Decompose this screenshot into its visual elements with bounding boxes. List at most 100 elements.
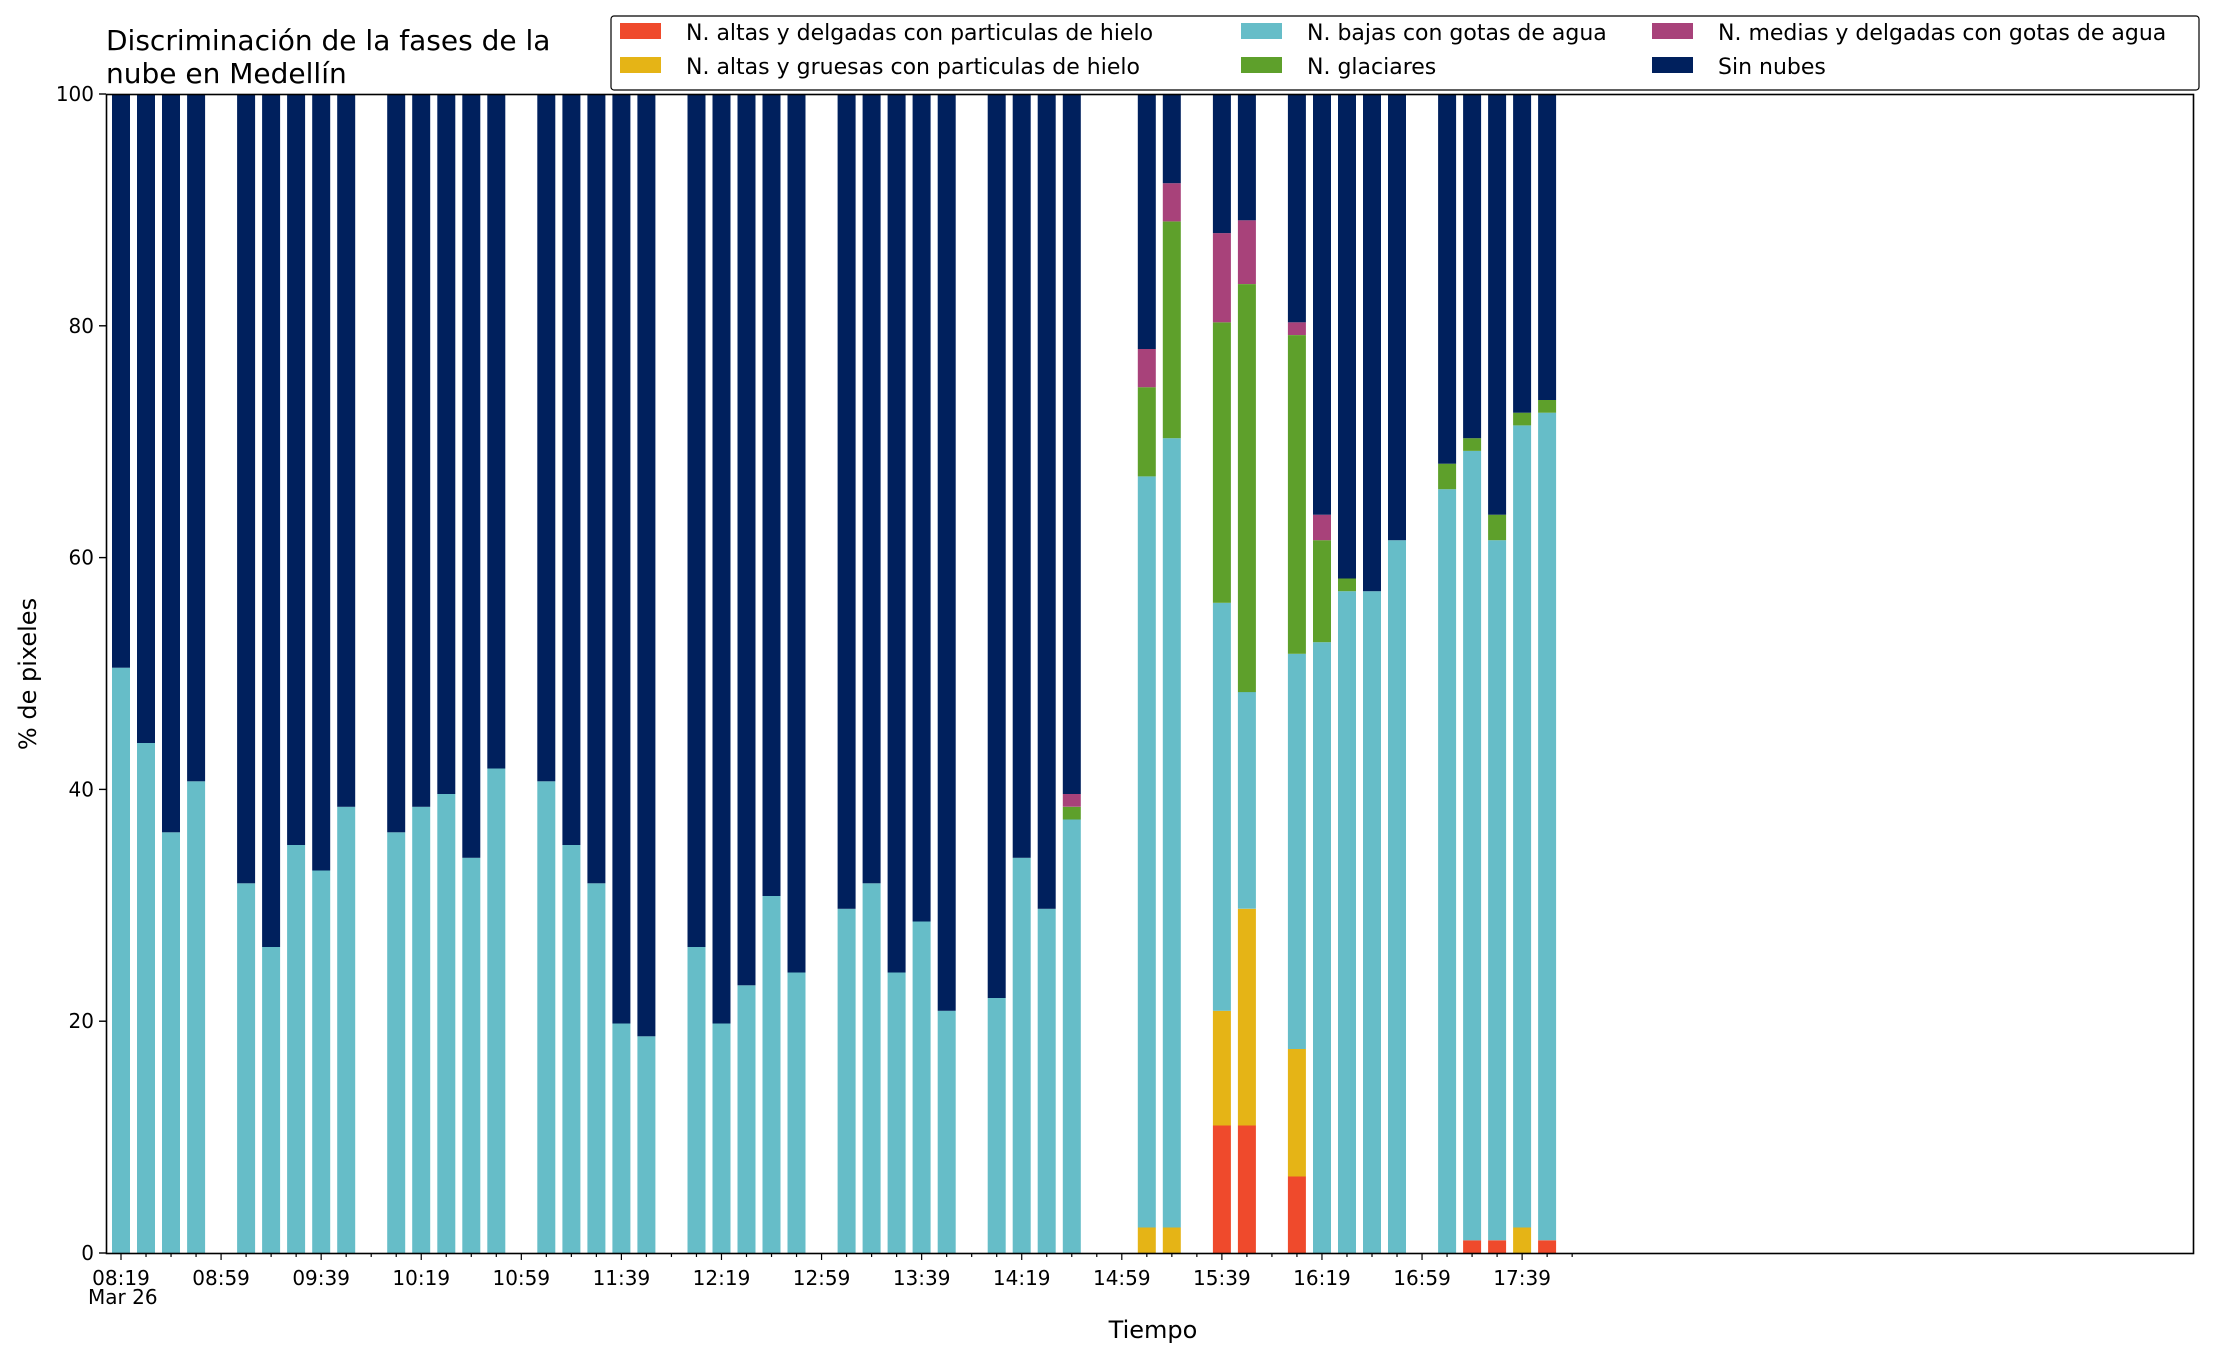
bar-segment-bajas_agua-25 — [862, 883, 881, 1253]
bar-segment-sin_nubes-42 — [1438, 94, 1457, 464]
bar-segment-sin_nubes-9 — [387, 94, 406, 833]
legend-label-altas_delgadas: N. altas y delgadas con particulas de hi… — [686, 21, 1153, 46]
bar-segment-sin_nubes-34 — [1162, 94, 1181, 184]
bar-segment-medias_delgadas-34 — [1162, 183, 1181, 222]
bar-segment-altas_delgadas-36 — [1237, 1125, 1256, 1253]
bar-segment-sin_nubes-31 — [1037, 94, 1056, 909]
bar-segment-bajas_agua-23 — [787, 972, 806, 1253]
bar-segment-glaciares-46 — [1538, 400, 1557, 413]
chart-title-line-1: Discriminación de la fases de la — [106, 24, 550, 57]
bar-segment-altas_gruesas-37 — [1287, 1049, 1306, 1177]
bar-segment-altas_gruesas-34 — [1162, 1227, 1181, 1253]
bar-segment-bajas_agua-14 — [537, 781, 556, 1253]
bar-segment-bajas_agua-45 — [1513, 425, 1532, 1228]
bar-segment-bajas_agua-19 — [687, 947, 706, 1253]
bar-segment-bajas_agua-13 — [487, 768, 506, 1253]
bar-segment-bajas_agua-12 — [462, 857, 481, 1253]
bar-segment-altas_gruesas-35 — [1212, 1010, 1231, 1126]
bar-segment-glaciares-32 — [1062, 806, 1081, 820]
bar-segment-altas_delgadas-35 — [1212, 1125, 1231, 1253]
bar-segment-sin_nubes-28 — [937, 94, 956, 1011]
bar-segment-sin_nubes-16 — [587, 94, 606, 884]
bar-segment-bajas_agua-7 — [312, 870, 331, 1253]
bar-segment-sin_nubes-12 — [462, 94, 481, 858]
bar-segment-sin_nubes-11 — [437, 94, 456, 794]
legend-swatch-altas_delgadas — [620, 23, 661, 39]
legend-swatch-glaciares — [1241, 57, 1282, 73]
x-tick-label-0819: 08:19 — [92, 1266, 150, 1290]
bar-segment-sin_nubes-32 — [1062, 94, 1081, 794]
legend-label-glaciares: N. glaciares — [1307, 55, 1436, 80]
bar-segment-sin_nubes-29 — [987, 94, 1006, 998]
bar-segment-sin_nubes-30 — [1012, 94, 1031, 858]
x-tick-label-0859: 08:59 — [192, 1266, 250, 1290]
bar-segment-medias_delgadas-38 — [1313, 514, 1331, 541]
bar-segment-sin_nubes-2 — [162, 94, 180, 833]
legend-frame — [610, 15, 2200, 91]
bar-segment-bajas_agua-10 — [412, 806, 431, 1253]
legend-label-sin_nubes: Sin nubes — [1718, 55, 1826, 80]
x-tick-label-1539: 15:39 — [1193, 1266, 1251, 1290]
bar-segment-bajas_agua-28 — [937, 1010, 956, 1253]
bar-segment-bajas_agua-27 — [912, 921, 931, 1253]
bar-segment-bajas_agua-26 — [887, 972, 906, 1253]
x-tick-label-0939: 09:39 — [292, 1266, 350, 1290]
bar-segment-sin_nubes-14 — [537, 94, 556, 782]
bar-segment-bajas_agua-41 — [1388, 540, 1406, 1253]
bar-segment-bajas_agua-11 — [437, 794, 456, 1253]
bar-segment-sin_nubes-46 — [1538, 94, 1557, 400]
x-axis: 08:19 08:59 09:39 10:19 10:59 11:39 12:19 12:59… — [92, 1253, 1573, 1290]
bar-segment-bajas_agua-4 — [237, 883, 256, 1253]
x-tick-label-1139: 11:39 — [593, 1266, 651, 1290]
y-tick-label-80: 80 — [69, 314, 94, 338]
legend: N. altas y delgadas con particulas de hi… — [610, 15, 2200, 91]
bar-segment-bajas_agua-1 — [137, 743, 155, 1253]
bars-group — [112, 94, 1557, 1253]
bar-segment-bajas_agua-43 — [1463, 451, 1482, 1241]
bar-segment-bajas_agua-21 — [737, 985, 756, 1253]
bar-segment-bajas_agua-46 — [1538, 412, 1557, 1241]
bar-segment-sin_nubes-3 — [187, 94, 206, 782]
bar-segment-bajas_agua-15 — [562, 845, 581, 1253]
bar-segment-bajas_agua-40 — [1363, 591, 1381, 1253]
bar-segment-sin_nubes-10 — [412, 94, 431, 807]
bar-segment-glaciares-36 — [1237, 284, 1256, 693]
x-tick-label-1459: 14:59 — [1093, 1266, 1151, 1290]
bar-segment-bajas_agua-5 — [262, 947, 281, 1253]
bar-segment-bajas_agua-3 — [187, 781, 206, 1253]
bar-segment-sin_nubes-20 — [712, 94, 731, 1024]
legend-label-medias_delgadas: N. medias y delgadas con gotas de agua — [1718, 21, 2166, 46]
bar-segment-altas_gruesas-36 — [1237, 908, 1256, 1126]
bar-segment-sin_nubes-0 — [112, 94, 130, 668]
legend-label-altas_gruesas: N. altas y gruesas con particulas de hie… — [686, 55, 1140, 80]
bar-segment-sin_nubes-8 — [337, 94, 356, 807]
x-tick-label-1659: 16:59 — [1393, 1266, 1451, 1290]
legend-swatch-medias_delgadas — [1652, 23, 1693, 39]
bar-segment-bajas_agua-39 — [1338, 591, 1356, 1253]
chart-title-line-2: nube en Medellín — [106, 57, 347, 90]
bar-segment-sin_nubes-35 — [1212, 94, 1231, 234]
bar-segment-bajas_agua-37 — [1287, 653, 1306, 1049]
bar-segment-sin_nubes-27 — [912, 94, 931, 922]
bar-segment-sin_nubes-18 — [637, 94, 656, 1037]
y-axis: 0 20 40 60 80 100 — [56, 82, 106, 1265]
bar-segment-bajas_agua-33 — [1137, 476, 1156, 1228]
bar-segment-altas_gruesas-45 — [1513, 1227, 1532, 1253]
bar-segment-altas_delgadas-43 — [1463, 1240, 1482, 1253]
bar-segment-bajas_agua-24 — [837, 908, 856, 1253]
bar-segment-sin_nubes-43 — [1463, 94, 1482, 439]
bar-segment-altas_gruesas-33 — [1137, 1227, 1156, 1253]
bar-segment-glaciares-43 — [1463, 438, 1482, 451]
x-tick-label-1739: 17:39 — [1493, 1266, 1551, 1290]
x-tick-label-1019: 10:19 — [392, 1266, 450, 1290]
bar-segment-bajas_agua-30 — [1012, 857, 1031, 1253]
bar-segment-bajas_agua-32 — [1062, 819, 1081, 1253]
x-date-label: Mar 26 — [88, 1285, 158, 1309]
bar-segment-sin_nubes-21 — [737, 94, 756, 986]
bar-segment-bajas_agua-31 — [1037, 908, 1056, 1253]
bar-segment-sin_nubes-7 — [312, 94, 331, 871]
y-tick-label-20: 20 — [69, 1009, 94, 1033]
bar-segment-bajas_agua-29 — [987, 998, 1006, 1253]
bar-segment-bajas_agua-38 — [1313, 642, 1331, 1253]
